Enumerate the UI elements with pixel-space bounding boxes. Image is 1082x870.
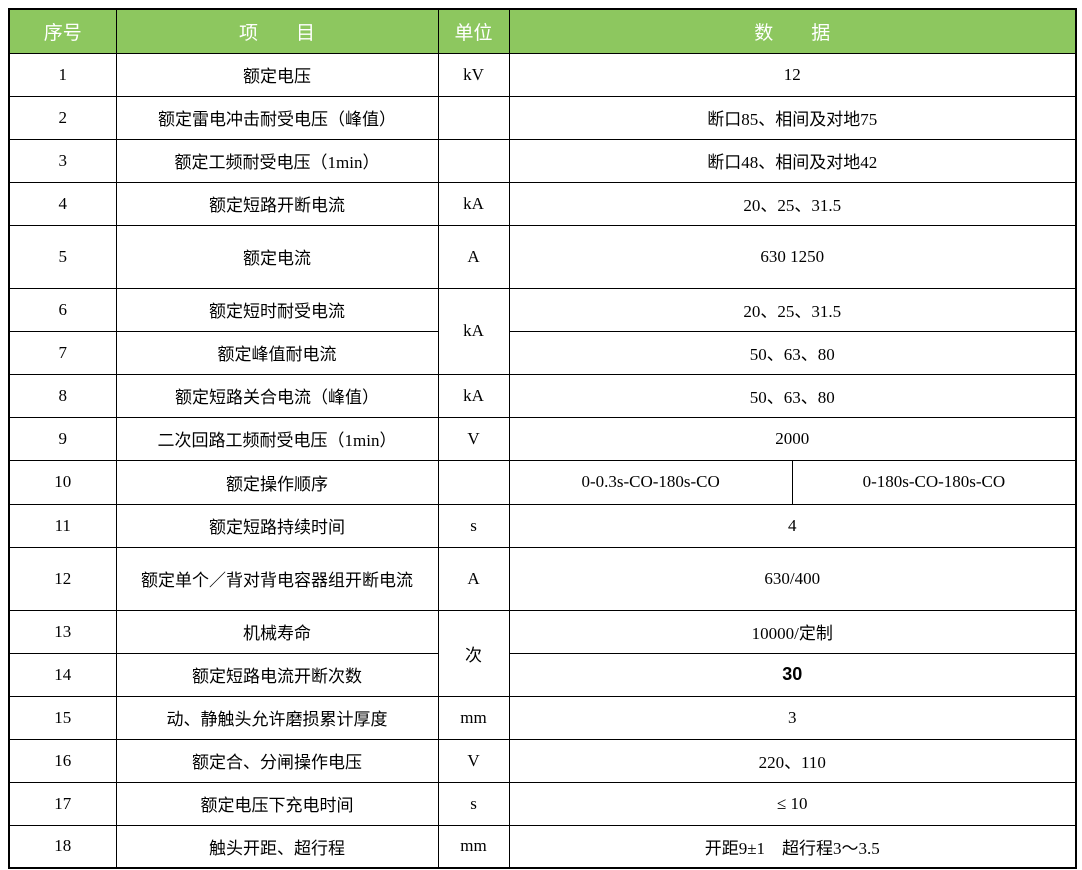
cell-serial: 10 bbox=[8, 459, 117, 505]
cell-data-left: 0-0.3s-CO-180s-CO bbox=[581, 472, 720, 491]
cell-serial: 12 bbox=[8, 546, 117, 611]
cell-item: 额定峰值耐电流 bbox=[115, 330, 439, 375]
cell-data: 12 bbox=[508, 52, 1077, 97]
header-row: 序号 项 目 单位 数 据 bbox=[8, 8, 1077, 54]
cell-data: 50、63、80 bbox=[508, 373, 1077, 418]
cell-item: 额定短路关合电流（峰值） bbox=[115, 373, 439, 418]
cell-data: 4 bbox=[508, 503, 1077, 548]
cell-item: 额定电压 bbox=[115, 52, 439, 97]
table-row: 1 额定电压 kV 12 bbox=[8, 52, 1077, 97]
cell-data: 2000 bbox=[508, 416, 1077, 461]
cell-unit: mm bbox=[437, 695, 510, 740]
cell-serial: 4 bbox=[8, 181, 117, 226]
cell-item: 额定电流 bbox=[115, 224, 439, 289]
cell-serial: 15 bbox=[8, 695, 117, 740]
cell-unit: mm bbox=[437, 824, 510, 869]
cell-item: 额定单个／背对背电容器组开断电流 bbox=[115, 546, 439, 611]
cell-serial: 17 bbox=[8, 781, 117, 826]
cell-data-right: 0-180s-CO-180s-CO bbox=[791, 461, 1075, 503]
header-serial: 序号 bbox=[8, 8, 117, 54]
cell-unit: A bbox=[437, 546, 510, 611]
cell-serial: 13 bbox=[8, 609, 117, 654]
table-row: 12 额定单个／背对背电容器组开断电流 A 630/400 bbox=[8, 546, 1077, 611]
cell-unit: kA bbox=[437, 373, 510, 418]
cell-item: 额定短时耐受电流 bbox=[115, 287, 439, 332]
table-row: 14 额定短路电流开断次数 30 bbox=[8, 652, 1077, 697]
table-row: 6 额定短时耐受电流 kA 20、25、31.5 bbox=[8, 287, 1077, 375]
cell-serial: 18 bbox=[8, 824, 117, 869]
cell-data: 220、110 bbox=[508, 738, 1077, 783]
cell-data: 断口48、相间及对地42 bbox=[508, 138, 1077, 183]
cell-serial: 11 bbox=[8, 503, 117, 548]
table-row: 18 触头开距、超行程 mm 开距9±1 超行程3～3.5 bbox=[8, 824, 1077, 869]
cell-unit: V bbox=[437, 738, 510, 783]
cell-unit bbox=[437, 138, 510, 183]
table-row: 7 额定峰值耐电流 50、63、80 bbox=[8, 330, 1077, 375]
table-row: 15 动、静触头允许磨损累计厚度 mm 3 bbox=[8, 695, 1077, 740]
table-row: 11 额定短路持续时间 s 4 bbox=[8, 503, 1077, 548]
cell-data: 630/400 bbox=[508, 546, 1077, 611]
cell-unit: s bbox=[437, 503, 510, 548]
cell-data: 20、25、31.5 bbox=[508, 287, 1077, 332]
header-data: 数 据 bbox=[508, 8, 1077, 54]
cell-item: 触头开距、超行程 bbox=[115, 824, 439, 869]
cell-item: 额定电压下充电时间 bbox=[115, 781, 439, 826]
table-row: 16 额定合、分闸操作电压 V 220、110 bbox=[8, 738, 1077, 783]
cell-item: 动、静触头允许磨损累计厚度 bbox=[115, 695, 439, 740]
cell-item: 额定合、分闸操作电压 bbox=[115, 738, 439, 783]
cell-unit bbox=[437, 95, 510, 140]
cell-serial: 14 bbox=[8, 652, 117, 697]
cell-serial: 16 bbox=[8, 738, 117, 783]
cell-data-split: 0-0.3s-CO-180s-CO 0-180s-CO-180s-CO bbox=[508, 459, 1077, 505]
cell-unit-merged: kA bbox=[437, 287, 510, 375]
cell-data: 20、25、31.5 bbox=[508, 181, 1077, 226]
cell-serial: 8 bbox=[8, 373, 117, 418]
table-row: 3 额定工频耐受电压（1min） 断口48、相间及对地42 bbox=[8, 138, 1077, 183]
cell-item: 二次回路工频耐受电压（1min） bbox=[115, 416, 439, 461]
table-row: 10 额定操作顺序 0-0.3s-CO-180s-CO 0-180s-CO-18… bbox=[8, 459, 1077, 505]
cell-data: 开距9±1 超行程3～3.5 bbox=[508, 824, 1077, 869]
cell-serial: 7 bbox=[8, 330, 117, 375]
cell-serial: 2 bbox=[8, 95, 117, 140]
cell-data: 3 bbox=[508, 695, 1077, 740]
cell-unit: kV bbox=[437, 52, 510, 97]
cell-item: 机械寿命 bbox=[115, 609, 439, 654]
cell-unit: A bbox=[437, 224, 510, 289]
table-row: 17 额定电压下充电时间 s ≤ 10 bbox=[8, 781, 1077, 826]
cell-unit-merged: 次 bbox=[437, 609, 510, 697]
table-row: 8 额定短路关合电流（峰值） kA 50、63、80 bbox=[8, 373, 1077, 418]
cell-serial: 9 bbox=[8, 416, 117, 461]
cell-data: 10000/定制 bbox=[508, 609, 1077, 654]
cell-unit: s bbox=[437, 781, 510, 826]
cell-unit bbox=[437, 459, 510, 505]
cell-unit: V bbox=[437, 416, 510, 461]
cell-data: ≤ 10 bbox=[508, 781, 1077, 826]
cell-item: 额定短路开断电流 bbox=[115, 181, 439, 226]
cell-serial: 3 bbox=[8, 138, 117, 183]
cell-data: 30 bbox=[508, 652, 1077, 697]
cell-item: 额定操作顺序 bbox=[115, 459, 439, 505]
cell-item: 额定工频耐受电压（1min） bbox=[115, 138, 439, 183]
cell-item: 额定短路持续时间 bbox=[115, 503, 439, 548]
cell-data: 630 1250 bbox=[508, 224, 1077, 289]
table-row: 4 额定短路开断电流 kA 20、25、31.5 bbox=[8, 181, 1077, 226]
cell-item: 额定雷电冲击耐受电压（峰值） bbox=[115, 95, 439, 140]
table-row: 13 机械寿命 次 10000/定制 bbox=[8, 609, 1077, 697]
cell-serial: 1 bbox=[8, 52, 117, 97]
table-row: 9 二次回路工频耐受电压（1min） V 2000 bbox=[8, 416, 1077, 461]
cell-serial: 5 bbox=[8, 224, 117, 289]
cell-serial: 6 bbox=[8, 287, 117, 332]
header-unit: 单位 bbox=[437, 8, 510, 54]
cell-data: 断口85、相间及对地75 bbox=[508, 95, 1077, 140]
table-row: 2 额定雷电冲击耐受电压（峰值） 断口85、相间及对地75 bbox=[8, 95, 1077, 140]
cell-item: 额定短路电流开断次数 bbox=[115, 652, 439, 697]
cell-unit: kA bbox=[437, 181, 510, 226]
cell-data: 50、63、80 bbox=[508, 330, 1077, 375]
table-row: 5 额定电流 A 630 1250 bbox=[8, 224, 1077, 289]
header-item: 项 目 bbox=[115, 8, 439, 54]
spec-table: 序号 项 目 单位 数 据 1 额定电压 kV 12 2 额定雷电冲击耐受电压（… bbox=[8, 8, 1077, 869]
